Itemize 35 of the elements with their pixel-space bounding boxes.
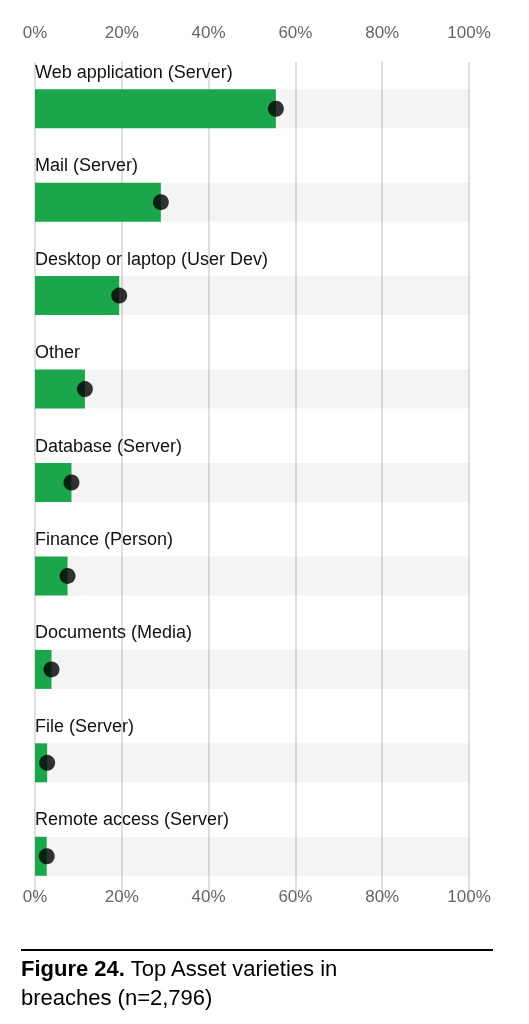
text: Figure 24. Top Asset varieties in breaches (n=2,796) <box>21 955 339 1012</box>
x-tick-label: 40% <box>191 23 226 42</box>
x-tick-label: 100% <box>447 23 491 42</box>
y-tick-label: File (Server) <box>35 715 135 736</box>
point <box>63 474 80 491</box>
x-tick-label: 20% <box>104 23 139 42</box>
point <box>152 194 169 211</box>
bar <box>35 276 120 316</box>
x-tick-label: 60% <box>278 23 313 42</box>
y-tick-label: Other <box>35 342 81 363</box>
x2-tick-label: 20% <box>104 887 139 906</box>
y-tick-label: Web application (Server) <box>35 61 233 82</box>
y-tick-label: Finance (Person) <box>35 528 174 549</box>
x2-tick-label: 40% <box>191 887 226 906</box>
y-tick-label: Desktop or laptop (User Dev) <box>35 248 269 269</box>
bar <box>35 369 85 409</box>
x2-tick-label: 100% <box>447 887 491 906</box>
y-tick-label: Remote access (Server) <box>35 809 230 830</box>
x2-tick-label: 80% <box>365 887 400 906</box>
point <box>76 381 93 398</box>
point <box>267 100 284 117</box>
y-tick-label: Database (Server) <box>35 435 183 456</box>
point <box>39 754 56 771</box>
point <box>111 287 128 304</box>
point <box>38 848 55 865</box>
x2-tick-label: 60% <box>278 887 313 906</box>
y-tick-label: Mail (Server) <box>35 155 139 176</box>
point <box>59 567 76 584</box>
x2-tick-label: 0% <box>22 887 48 906</box>
x-tick-label: 0% <box>22 23 48 42</box>
bar <box>35 463 72 502</box>
bar <box>35 556 68 596</box>
y-tick-label: Documents (Media) <box>35 622 193 643</box>
point <box>43 661 60 678</box>
x-tick-label: 80% <box>365 23 400 42</box>
